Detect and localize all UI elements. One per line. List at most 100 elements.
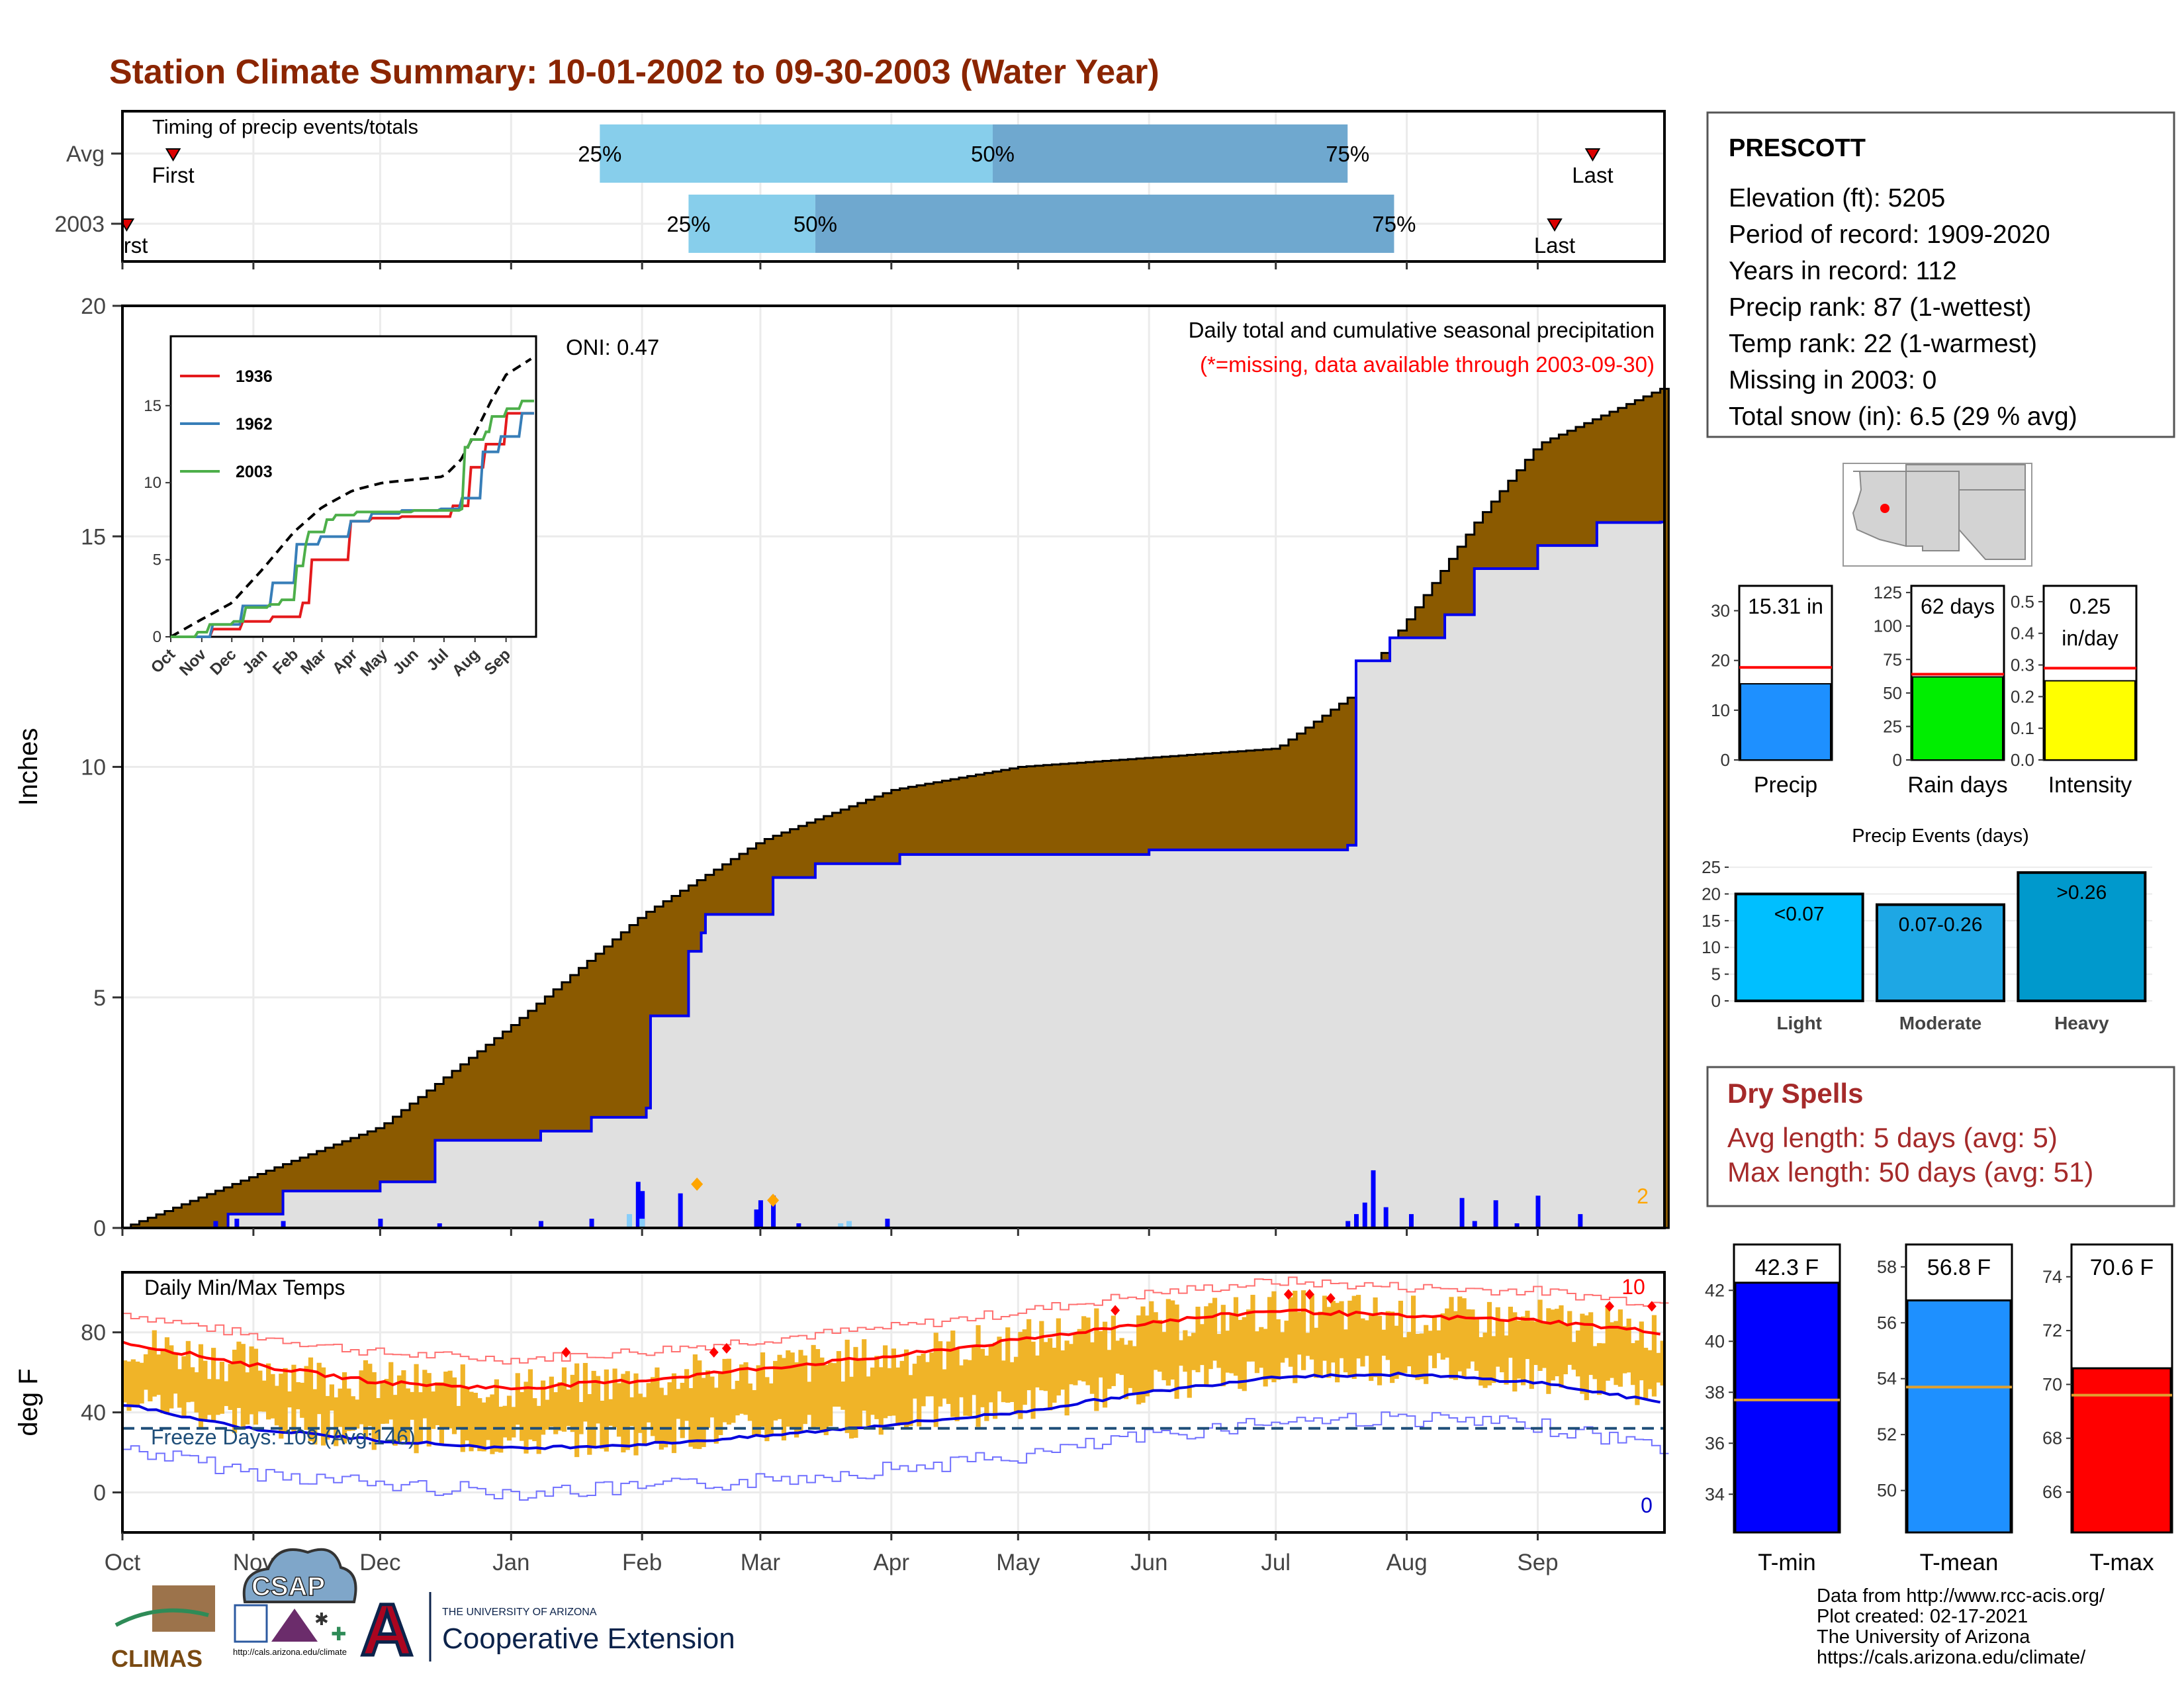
daily-temp-bar	[587, 1393, 592, 1455]
csap-logo-text: CSAP	[251, 1572, 325, 1601]
cumulative-2003-area	[122, 522, 1664, 1229]
daily-temp-bar	[680, 1382, 685, 1438]
record-high-marker	[1111, 1305, 1120, 1316]
temp-bar-ytick-label: 74	[2042, 1267, 2062, 1287]
csap-url: http://cals.arizona.edu/climate	[233, 1647, 347, 1657]
daily-temp-bar	[1445, 1308, 1450, 1358]
temp-bar-value	[2071, 1367, 2172, 1534]
daily-temp-bar	[456, 1405, 461, 1428]
precip-events-chart: 0 5 10 15 20 25 <0.07 Light 0.07-0.26 Moderate >0.…	[1702, 825, 2152, 1033]
daily-temp-bar	[671, 1373, 677, 1454]
daily-temp-bar	[731, 1389, 736, 1423]
daily-temp-bar	[1584, 1315, 1589, 1401]
month-label: Mar	[741, 1550, 781, 1575]
freeze-days-label: Freeze Days: 109 (Avg:146)	[151, 1425, 416, 1449]
daily-temp-bar	[1165, 1299, 1171, 1386]
station-line: Temp rank: 22 (1-warmest)	[1729, 330, 2037, 358]
daily-temp-bar	[773, 1360, 778, 1421]
daily-temp-bar	[756, 1365, 761, 1436]
missing-day-count: 2	[1637, 1184, 1649, 1208]
ua-a-icon: A	[361, 1589, 413, 1671]
daily-precip-bar	[1408, 1214, 1414, 1228]
footer-line: Data from http://www.rcc-acis.org/	[1817, 1585, 2105, 1607]
timing-left-mask	[0, 111, 122, 261]
daily-temp-bar	[735, 1380, 740, 1416]
daily-temp-bar	[1402, 1337, 1408, 1374]
daily-temp-bar	[1089, 1342, 1095, 1394]
daily-temp-bar	[477, 1398, 482, 1452]
daily-temp-bar	[832, 1363, 837, 1407]
daily-temp-bar	[1052, 1347, 1057, 1403]
timing-p75-label: 75%	[1326, 142, 1369, 166]
daily-temp-bar	[130, 1359, 136, 1405]
precip-ytick-label: 5	[93, 986, 106, 1011]
daily-precip-bar	[234, 1219, 240, 1228]
daily-temp-bar	[1479, 1337, 1484, 1386]
inset-series-line	[171, 399, 534, 638]
station-line: Precip rank: 87 (1-wettest)	[1729, 293, 2031, 322]
daily-temp-bar	[1119, 1338, 1124, 1376]
last-event-marker	[1584, 148, 1601, 162]
daily-temp-bar	[1647, 1350, 1653, 1389]
inset-ytick-label: 5	[153, 551, 161, 569]
daily-temp-bar	[1474, 1319, 1479, 1371]
station-line: Elevation (ft): 5205	[1729, 184, 1945, 212]
missing-data-note: (*=missing, data available through 2003-…	[1200, 352, 1655, 377]
daily-temp-bar	[1639, 1321, 1644, 1381]
daily-temp-bar	[1461, 1298, 1467, 1377]
daily-precip-bar	[678, 1193, 683, 1228]
mini-bar-ytick-label: 0.3	[2011, 655, 2034, 675]
daily-temp-bar	[561, 1367, 567, 1432]
month-label: Apr	[874, 1550, 910, 1575]
daily-temp-bar	[1212, 1297, 1218, 1361]
daily-temp-bar	[1233, 1297, 1239, 1376]
last-event-label: Last	[1572, 163, 1613, 187]
daily-temp-bar	[1419, 1333, 1424, 1380]
daily-temp-bar	[1229, 1313, 1234, 1374]
station-line: Missing in 2003: 0	[1729, 366, 1936, 395]
daily-temp-bar	[1614, 1321, 1619, 1385]
daily-precip-bar	[1578, 1214, 1583, 1228]
record-low-count: 0	[1641, 1493, 1653, 1517]
daily-temp-bar	[1326, 1307, 1332, 1378]
daily-temp-bar	[1081, 1316, 1087, 1382]
daily-temp-bar	[245, 1372, 250, 1425]
daily-temp-bar	[1246, 1309, 1251, 1362]
daily-temp-bar	[1398, 1301, 1404, 1376]
temp-bar-xlabel: T-min	[1758, 1550, 1816, 1575]
temp-bar-ytick-label: 56	[1877, 1313, 1897, 1333]
daily-temp-bar	[1381, 1329, 1387, 1356]
daily-temp-bar	[523, 1382, 529, 1454]
daily-temp-bar	[253, 1348, 259, 1425]
daily-temp-bar	[798, 1350, 803, 1434]
record-high-marker	[1647, 1301, 1657, 1312]
station-box: PRESCOTT Elevation (ft): 5205 Period of …	[1706, 111, 2175, 438]
daily-temp-bar	[257, 1370, 263, 1412]
daily-temp-bar	[802, 1355, 807, 1425]
record-low-line	[122, 1411, 1669, 1501]
daily-temp-bar	[363, 1360, 369, 1439]
daily-temp-bar	[752, 1390, 757, 1436]
daily-temp-bar	[1563, 1325, 1568, 1375]
daily-temp-bar	[929, 1352, 934, 1397]
footer-line: https://cals.arizona.edu/climate/	[1817, 1647, 2086, 1668]
daily-precip-bar	[885, 1219, 890, 1228]
daily-temp-bar	[405, 1388, 410, 1444]
daily-temp-bar	[600, 1400, 605, 1449]
temp-bar-ytick-label: 40	[1705, 1331, 1725, 1351]
daily-temp-bar	[903, 1349, 909, 1429]
temp-bar-xlabel: T-mean	[1920, 1550, 1999, 1575]
daily-temp-bar	[355, 1399, 360, 1429]
daily-temp-bar	[545, 1399, 550, 1430]
daily-temp-bar	[709, 1376, 715, 1418]
daily-temp-bar	[1575, 1330, 1581, 1377]
record-high-marker	[709, 1346, 719, 1358]
daily-temp-bar	[494, 1379, 499, 1452]
daily-temp-bar	[997, 1336, 1002, 1391]
timing-p50-label: 50%	[794, 212, 837, 236]
daily-temp-bar	[1174, 1304, 1179, 1399]
daily-temp-bar	[768, 1383, 774, 1436]
daily-temp-bar	[1512, 1312, 1518, 1392]
daily-temp-bar	[334, 1397, 339, 1446]
daily-precip-bar	[1514, 1223, 1520, 1228]
